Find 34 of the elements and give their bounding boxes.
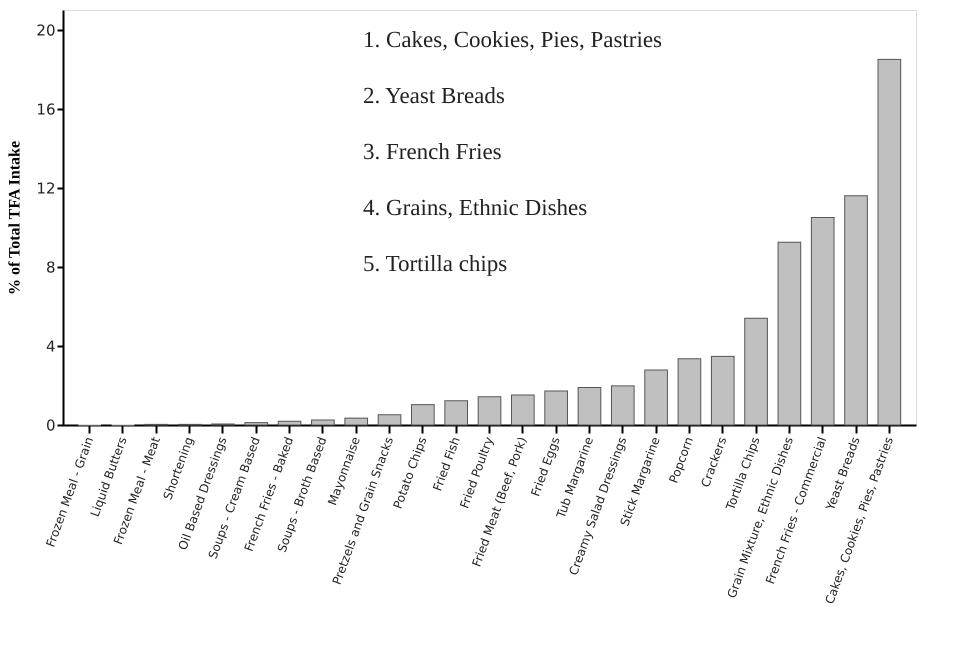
bar [378,414,402,426]
y-axis-title: % of Total TFA Intake [6,140,24,296]
bar [244,422,268,426]
annotation: 1. Cakes, Cookies, Pies, Pastries [363,27,662,52]
bar [844,195,868,426]
annotation: 2. Yeast Breads [363,83,505,108]
bar [411,404,435,426]
bar [311,420,335,426]
y-tick-label: 20 [36,21,56,40]
bar [778,242,802,426]
bar [344,418,368,426]
y-tick-label: 16 [36,100,56,118]
bar [510,394,535,426]
annotation: 4. Grains, Ethnic Dishes [363,195,588,220]
bar [644,370,668,426]
bar [678,358,702,426]
x-tick-label: Fried Fish [430,435,463,493]
bar [278,420,302,426]
bar [810,217,835,426]
annotation: 3. French Fries [363,139,502,164]
bar [444,400,468,426]
bar [710,356,735,426]
bar [478,396,502,426]
bar [878,58,902,426]
bar [578,386,602,426]
y-tick-label: 4 [46,337,56,356]
y-tick-label: 8 [46,258,56,276]
x-tick-label: Fried Eggs [528,435,563,498]
y-tick-label: 0 [46,416,56,434]
y-tick-label: 12 [36,179,56,198]
annotation: 5. Tortilla chips [363,251,508,276]
bar [610,385,635,426]
bar [544,390,568,426]
bar [744,318,768,426]
